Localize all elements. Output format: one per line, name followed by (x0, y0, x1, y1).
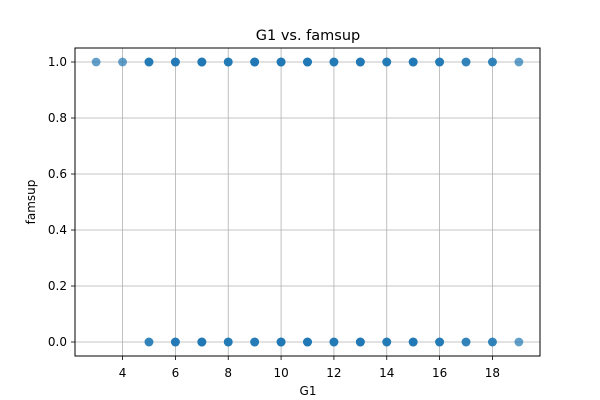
x-axis-ticks: 4 6 8 10 12 14 16 18 (119, 356, 500, 380)
data-point (355, 57, 365, 67)
data-point (461, 337, 471, 347)
data-point (91, 57, 101, 67)
data-point (303, 337, 312, 347)
data-point (303, 57, 312, 67)
chart-title: G1 vs. famsup (256, 28, 361, 44)
data-point (488, 337, 497, 347)
data-point (382, 337, 392, 347)
data-point (276, 57, 286, 67)
data-point (461, 57, 471, 67)
data-point (514, 337, 524, 347)
data-point (170, 337, 180, 347)
y-axis-label: famsup (24, 180, 38, 225)
x-tick-label: 4 (119, 366, 127, 380)
x-tick-label: 14 (379, 366, 394, 380)
data-point (329, 57, 339, 67)
data-point (408, 57, 418, 67)
data-point (355, 337, 365, 347)
x-tick-label: 18 (485, 366, 500, 380)
data-point (382, 57, 392, 67)
y-axis-ticks: 0.0 0.2 0.4 0.6 0.8 1.0 (48, 55, 75, 349)
y-tick-label: 0.2 (48, 279, 67, 293)
x-tick-label: 6 (172, 366, 180, 380)
y-tick-label: 0.6 (48, 167, 67, 181)
plot-frame (74, 47, 541, 357)
y-tick-label: 1.0 (48, 55, 67, 69)
data-point (488, 57, 497, 67)
x-tick-label: 12 (326, 366, 341, 380)
data-point (144, 337, 154, 347)
data-point (276, 337, 286, 347)
data-point (170, 57, 180, 67)
y-tick-label: 0.8 (48, 111, 67, 125)
data-point (514, 57, 524, 67)
x-tick-label: 8 (224, 366, 232, 380)
data-point (250, 57, 260, 67)
data-point (197, 337, 207, 347)
y-tick-label: 0.4 (48, 223, 67, 237)
data-point (329, 337, 339, 347)
data-point (144, 57, 154, 67)
data-point (223, 337, 233, 347)
x-tick-label: 16 (432, 366, 447, 380)
data-point (435, 57, 445, 67)
data-point (197, 57, 207, 67)
x-tick-label: 10 (273, 366, 288, 380)
data-points (91, 57, 524, 347)
x-axis-label: G1 (300, 384, 317, 398)
y-tick-label: 0.0 (48, 335, 67, 349)
data-point (435, 337, 445, 347)
data-point (408, 337, 418, 347)
data-point (250, 337, 260, 347)
data-point (118, 57, 127, 67)
data-point (223, 57, 233, 67)
